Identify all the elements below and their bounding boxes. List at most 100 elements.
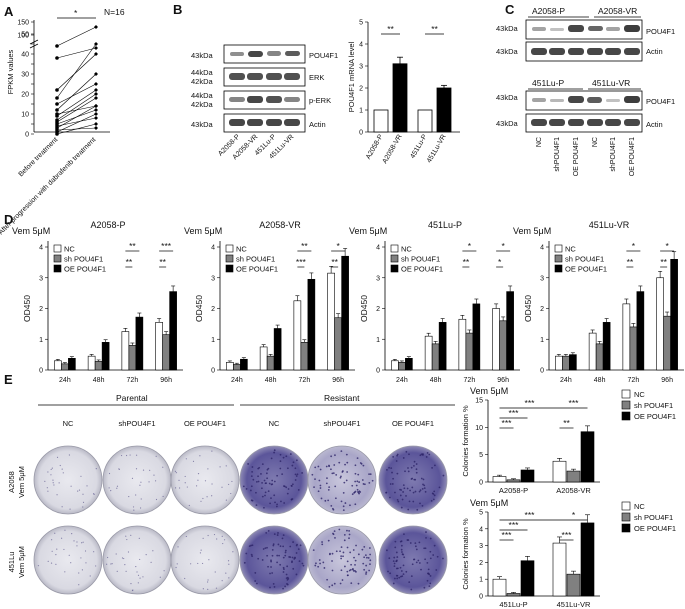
e-colony-dot: [295, 475, 298, 477]
e-colony-dot: [255, 480, 258, 483]
b-bar-y-tick-label: 2: [359, 86, 363, 93]
d-legend-swatch: [225, 244, 234, 253]
e-colony-dot: [271, 554, 274, 557]
e-colony-dot: [402, 553, 405, 556]
d-legend-label: OE POU4F1: [401, 265, 443, 274]
e-colony-dot: [330, 504, 333, 507]
e-colony-dot: [368, 473, 370, 476]
e-colony-dot: [342, 491, 345, 494]
e-colony-dot: [289, 453, 292, 455]
blot-c-lane-1: NC: [536, 137, 543, 147]
e-colony-dot: [424, 490, 427, 493]
e-colony-dot: [68, 554, 70, 556]
e-bar: [552, 542, 567, 597]
e-colony-dot: [250, 485, 253, 488]
e-legend-swatch: [621, 389, 631, 399]
d-bar: [162, 334, 170, 371]
e-colony-dot: [125, 454, 128, 457]
e-colony-dot: [286, 467, 289, 470]
e-colony-dot: [267, 467, 270, 470]
d-bar: [499, 320, 507, 371]
e-colony-dot: [292, 567, 295, 570]
e-colony-dot: [408, 581, 411, 583]
blot-perk: [223, 90, 306, 110]
e-colony-dot: [124, 564, 126, 566]
e-colony-dot: [51, 467, 53, 469]
d-bar: [636, 291, 645, 371]
e-colony-dot: [348, 530, 350, 532]
blot-b-size-2: 44kDa: [191, 68, 214, 77]
e-colony-dot: [415, 548, 418, 551]
e-colony-dot: [398, 576, 401, 579]
d-bar: [87, 355, 96, 371]
e-colony-dot: [245, 552, 248, 555]
b-bar-1: [392, 63, 408, 133]
e-colony-dot: [396, 556, 399, 558]
d-chart-y-tick-label: 1: [376, 337, 380, 344]
panel-a-point-after: [94, 122, 98, 126]
e-colony-dot: [176, 563, 178, 565]
e-colony-dot: [282, 571, 285, 573]
d-bar: [94, 361, 103, 371]
e-colony-dot: [322, 561, 325, 564]
panel-a-pair-line: [56, 73, 97, 111]
e-colony-dot: [354, 490, 357, 493]
blot-c-lane-5: shPOU4F1: [610, 137, 617, 172]
d-chart-xlabel: 96h: [160, 377, 172, 384]
e-colony-dot: [344, 502, 347, 504]
e-colony-dot: [264, 547, 267, 550]
d-chart-y-tick-label: 3: [376, 275, 380, 282]
e-colony-dot: [332, 532, 334, 535]
e-colony-dot: [429, 550, 432, 553]
e-colony-dot: [348, 569, 351, 572]
e-colony-dot: [284, 549, 287, 552]
e-colony-dot: [396, 472, 399, 475]
e-sig-label: ***: [562, 530, 573, 540]
e-colony-dot: [399, 488, 401, 491]
d-sig-label-top: **: [301, 241, 308, 251]
e-colony-dot: [126, 538, 128, 541]
panel-c-bottom-group-1: 451Lu-P: [532, 78, 564, 88]
e-colony-dot: [389, 572, 392, 575]
panel-a-point-after: [94, 25, 98, 29]
e-colony-dot: [285, 486, 288, 489]
panel-a-point-after: [94, 52, 98, 56]
e-chart-y-tick-label: 2: [479, 560, 483, 567]
d-legend-label: NC: [401, 245, 412, 254]
e-colony-dot: [403, 556, 406, 559]
e-colony-dot: [346, 570, 349, 573]
d-sig-label-top: *: [632, 241, 636, 251]
e-colony-dot: [267, 565, 269, 568]
d-chart-y-tick-label: 2: [540, 306, 544, 313]
d-legend-swatch: [390, 254, 399, 263]
e-colony-dot: [426, 579, 429, 582]
e-colony-dot: [319, 484, 322, 487]
d-sig-label-top: **: [129, 241, 136, 251]
d-bar: [595, 343, 604, 371]
e-col-1: NC: [63, 419, 74, 428]
e-colony-dot: [76, 545, 78, 547]
panel-a-pair-line: [56, 26, 97, 47]
e-colony-dot: [47, 471, 49, 473]
e-colony-dot: [409, 489, 411, 492]
e-colony-dot: [273, 451, 276, 454]
e-colony-dot: [63, 548, 65, 551]
e-colony-dot: [47, 490, 49, 492]
d-legend-label: OE POU4F1: [64, 265, 106, 274]
e-colony-dot: [319, 487, 322, 489]
e-colony-dot: [230, 492, 232, 495]
e-colony-dot: [392, 477, 395, 480]
e-colony-dot: [389, 496, 391, 499]
e-colony-dot: [363, 545, 366, 548]
e-colony-dot: [192, 460, 195, 462]
e-colony-dot: [175, 472, 178, 474]
e-colony-dot: [174, 487, 177, 489]
e-colony-dot: [433, 494, 436, 497]
e-colony-dot: [56, 494, 58, 496]
e-colony-dot: [349, 551, 352, 554]
e-sig-label: ***: [509, 520, 520, 530]
d-bar: [629, 326, 638, 371]
e-colony-dot: [44, 480, 46, 482]
e-colony-dot: [254, 572, 257, 574]
